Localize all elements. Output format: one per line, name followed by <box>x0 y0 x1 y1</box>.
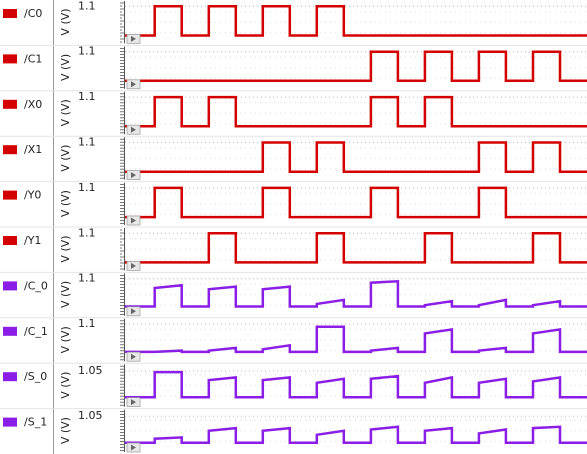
waveform <box>125 141 587 173</box>
legend-label: /S_1 <box>24 416 47 429</box>
y-tick-label: 1.1 <box>78 317 96 330</box>
legend-swatch <box>3 326 17 336</box>
play-arrow <box>131 353 136 360</box>
y-axis-label: V (V) <box>59 281 72 308</box>
waveform <box>125 279 587 308</box>
legend-swatch <box>3 372 17 382</box>
legend-label: /C_1 <box>24 325 48 338</box>
y-axis-label: V (V) <box>59 8 72 35</box>
waveform <box>125 370 587 399</box>
y-axis-label: V (V) <box>59 54 72 81</box>
waveform <box>125 186 587 219</box>
legend-swatch <box>3 99 17 109</box>
y-axis-label: V (V) <box>59 235 72 262</box>
y-tick-label: 1.1 <box>78 226 96 239</box>
waveform <box>125 95 587 128</box>
y-axis-label: V (V) <box>59 326 72 353</box>
y-tick-label: 1.1 <box>78 136 96 149</box>
y-tick-label: 1.1 <box>78 0 96 12</box>
y-axis-label: V (V) <box>59 417 72 444</box>
legend-swatch <box>3 417 17 427</box>
play-arrow <box>131 399 136 406</box>
y-tick-label: 1.1 <box>78 90 96 103</box>
y-tick-label: 1.1 <box>78 272 96 285</box>
y-axis-label: V (V) <box>59 190 72 217</box>
legend-label: /S_0 <box>24 370 47 383</box>
y-axis-label: V (V) <box>59 99 72 126</box>
y-tick-label: 1.05 <box>78 364 103 377</box>
legend-label: /X0 <box>24 98 42 111</box>
play-arrow <box>131 126 136 133</box>
waveform <box>125 232 587 264</box>
legend-label: /Y1 <box>24 234 41 247</box>
y-tick-label: 1.1 <box>78 181 96 194</box>
legend-label: /Y0 <box>24 189 41 202</box>
legend-swatch <box>3 9 17 18</box>
waveform <box>125 50 587 83</box>
waveform <box>125 5 587 37</box>
play-arrow <box>131 262 136 269</box>
legend-swatch <box>3 190 17 200</box>
legend-label: /C0 <box>24 7 42 20</box>
play-arrow <box>131 35 136 42</box>
waveform <box>125 425 587 444</box>
y-axis-label: V (V) <box>59 145 72 172</box>
play-arrow <box>131 172 136 179</box>
legend-label: /C1 <box>24 52 42 65</box>
legend-swatch <box>3 145 17 155</box>
play-arrow <box>131 217 136 224</box>
legend-label: /X1 <box>24 143 42 156</box>
play-arrow <box>131 444 136 451</box>
play-arrow <box>131 308 136 315</box>
waveform <box>125 325 587 354</box>
legend-swatch <box>3 281 17 291</box>
legend-swatch <box>3 54 17 64</box>
legend-swatch <box>3 236 17 245</box>
legend-label: /C_0 <box>24 279 48 292</box>
y-tick-label: 1.1 <box>78 45 96 58</box>
y-axis-label: V (V) <box>59 372 72 399</box>
y-tick-label: 1.05 <box>78 409 103 422</box>
play-arrow <box>131 81 136 88</box>
